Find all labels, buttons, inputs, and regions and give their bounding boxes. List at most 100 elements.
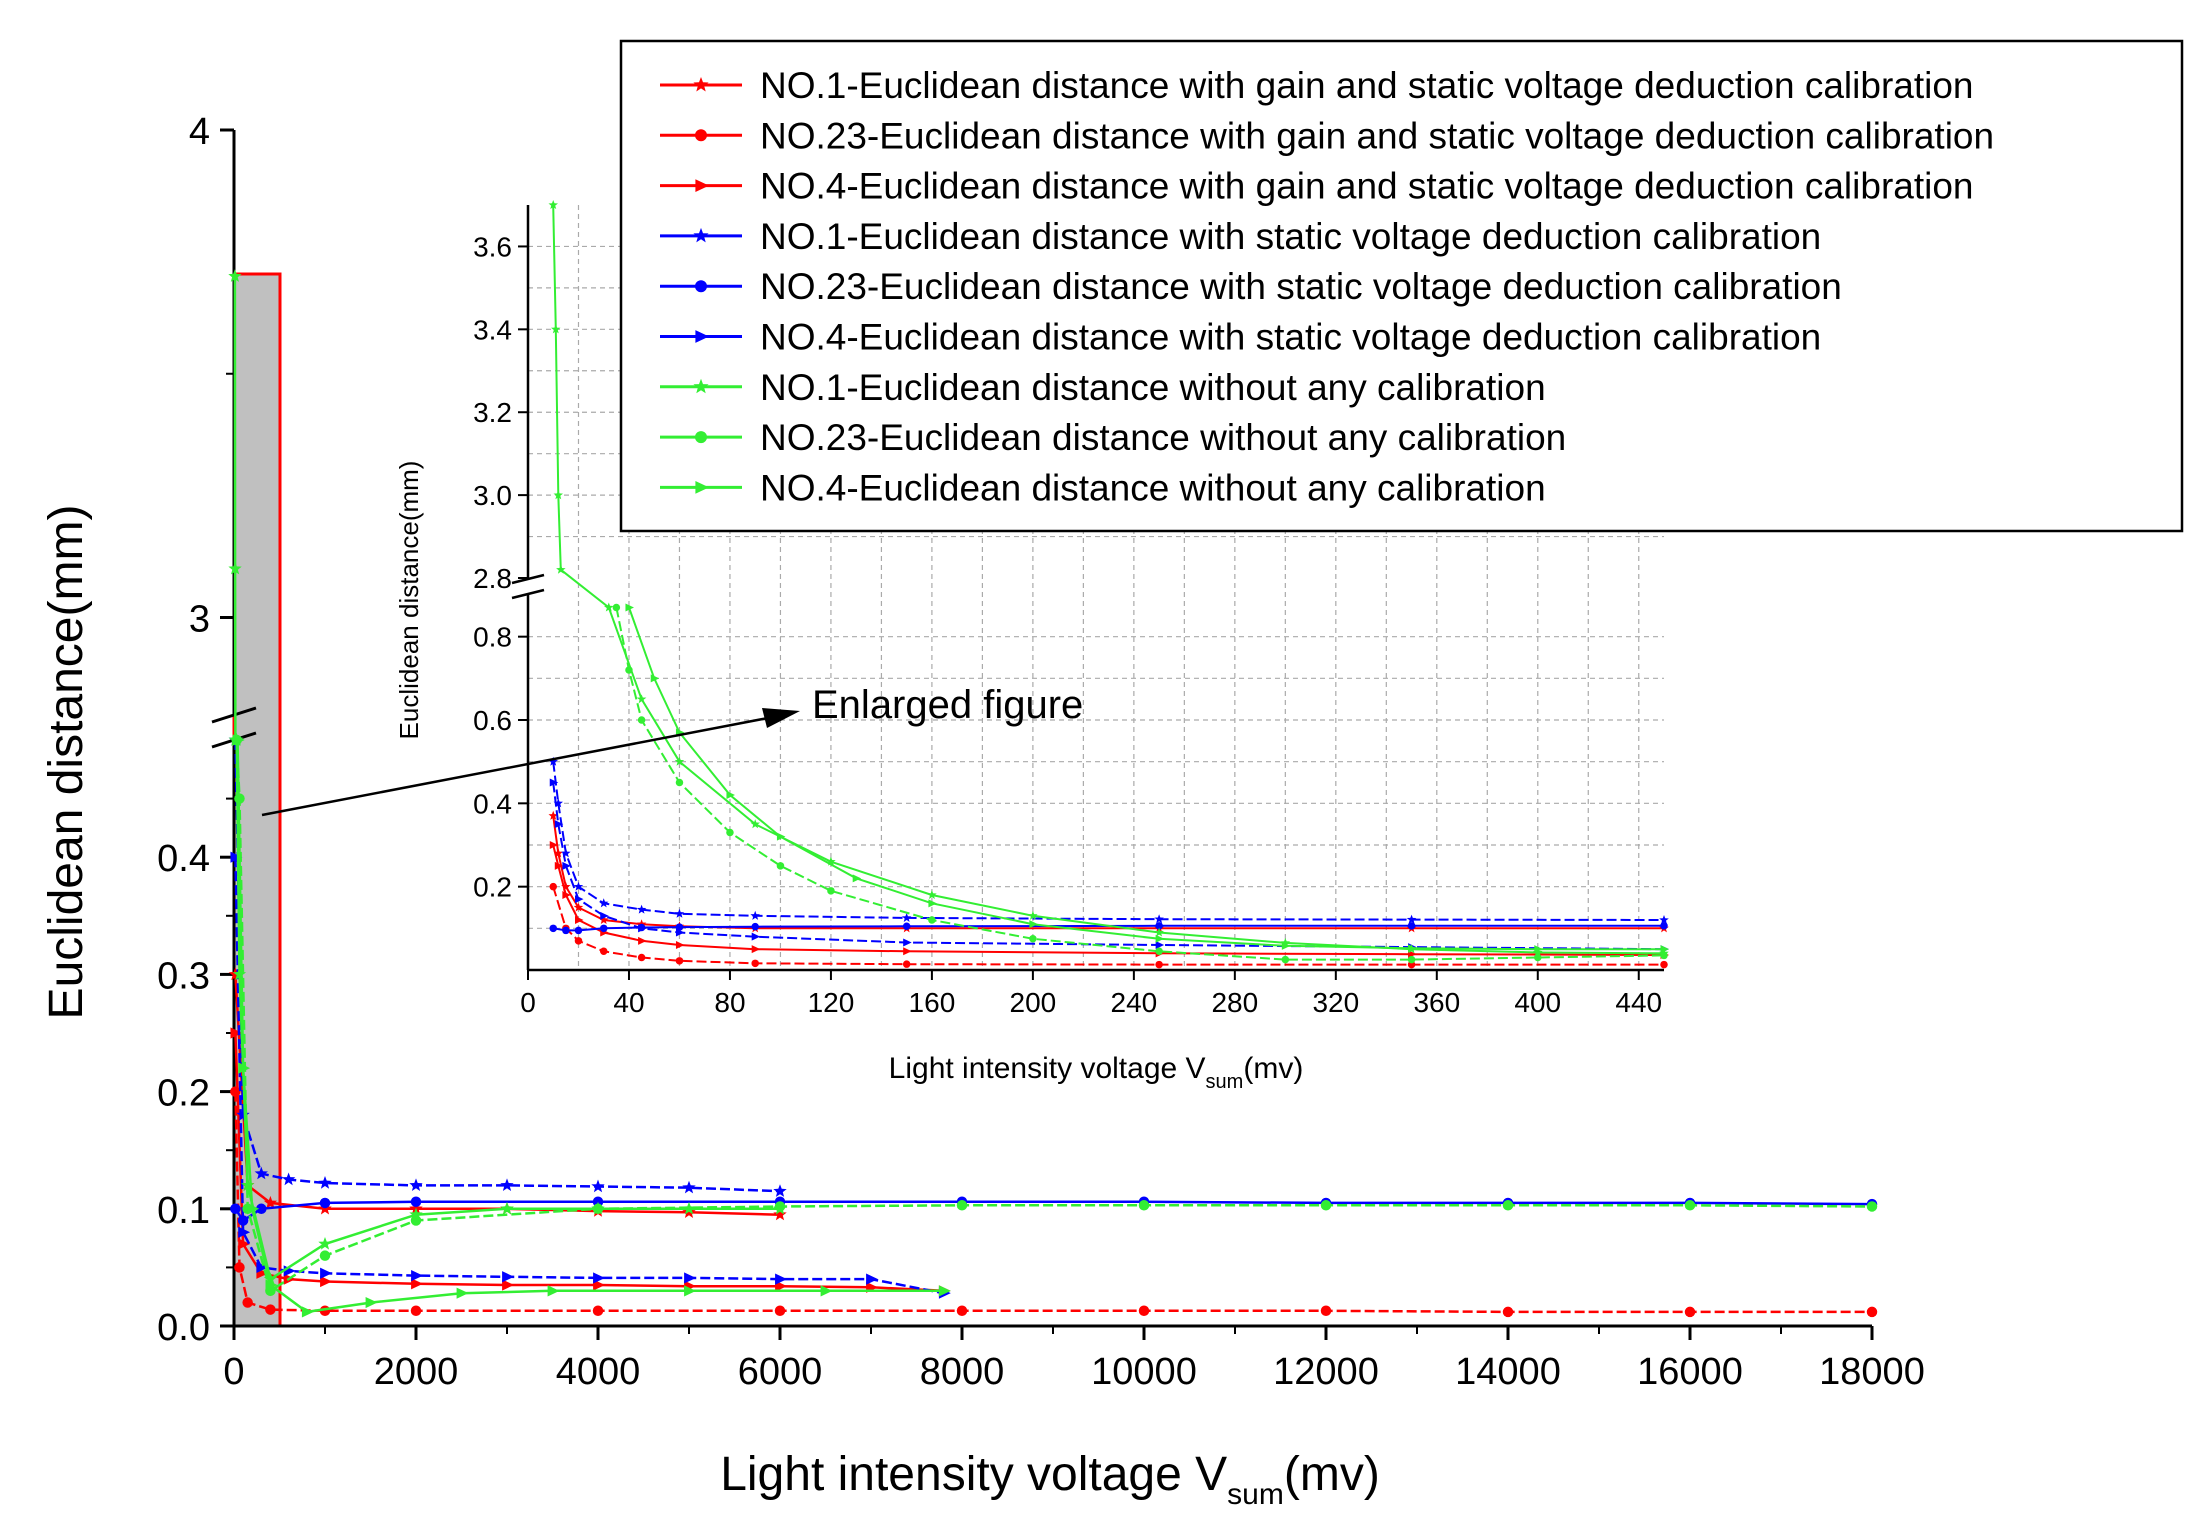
data-point: [573, 881, 584, 891]
data-point: [410, 1215, 422, 1226]
data-point: [625, 603, 634, 612]
data-point: [561, 848, 571, 858]
data-point: [637, 953, 646, 962]
inset-x-tick-label: 280: [1211, 987, 1258, 1018]
x-tick-label: 10000: [1091, 1351, 1197, 1393]
data-point: [902, 922, 911, 930]
data-point: [1407, 922, 1416, 930]
series-line: [615, 607, 1665, 961]
data-point: [684, 1272, 696, 1284]
data-point: [228, 269, 242, 282]
series-line: [552, 815, 1664, 930]
data-point: [502, 1271, 514, 1283]
x-tick-label: 6000: [738, 1351, 823, 1393]
data-point: [1534, 953, 1542, 962]
inset-x-tick-label: 400: [1514, 987, 1561, 1018]
inset-x-tick-label: 40: [613, 987, 644, 1018]
legend-label: NO.4-Euclidean distance with gain and st…: [760, 166, 1974, 207]
inset-x-axis-label: Light intensity voltage Vsum(mv): [889, 1052, 1304, 1093]
data-point: [726, 828, 734, 837]
data-point: [263, 1272, 278, 1285]
inset-y-tick-label: 0.2: [473, 872, 512, 903]
data-point: [592, 1305, 604, 1317]
data-point: [1502, 1306, 1514, 1318]
data-point: [1533, 947, 1543, 957]
data-point: [1684, 1306, 1696, 1318]
data-point: [238, 1226, 251, 1238]
data-point: [548, 756, 558, 766]
series-line: [234, 739, 781, 1193]
data-point: [230, 1203, 241, 1215]
series-line: [235, 739, 1873, 1293]
inset-y-tick-label: 2.8: [473, 563, 512, 594]
data-point: [365, 1296, 378, 1309]
data-point: [247, 1203, 260, 1215]
data-point: [775, 1280, 787, 1292]
data-point: [773, 1184, 787, 1197]
data-point: [593, 1272, 605, 1284]
x-tick-label: 8000: [920, 1351, 1005, 1393]
data-point: [1155, 960, 1163, 969]
data-point: [637, 716, 646, 724]
data-point: [574, 926, 583, 935]
series-line: [552, 761, 1665, 921]
x-tick-label: 12000: [1273, 1351, 1379, 1393]
data-point: [593, 1279, 605, 1291]
data-point: [1684, 1200, 1696, 1211]
data-point: [1155, 941, 1165, 949]
legend-marker: [695, 280, 707, 293]
series-line: [234, 857, 945, 1295]
enlarged-figure-annotation: Enlarged figure: [261, 683, 1083, 817]
series-line: [552, 886, 1664, 966]
data-point: [232, 734, 245, 746]
data-point: [675, 778, 684, 787]
data-point: [553, 848, 563, 858]
data-point: [1659, 915, 1669, 924]
data-point: [1866, 1201, 1878, 1212]
data-point: [599, 915, 609, 924]
data-point: [774, 1305, 786, 1317]
data-point: [636, 694, 647, 704]
data-point: [901, 912, 912, 922]
data-point: [456, 1287, 469, 1299]
data-point: [409, 1207, 423, 1221]
annotation-arrow-line: [261, 716, 769, 817]
data-point: [675, 957, 684, 965]
data-point: [638, 924, 647, 933]
inset-axis-break-mark: [511, 588, 545, 600]
data-point: [1029, 935, 1037, 943]
data-point: [636, 904, 647, 914]
data-point: [1320, 1200, 1332, 1211]
inset-y-axis-label: Euclidean distance(mm): [394, 461, 424, 740]
data-point: [903, 947, 912, 956]
data-point: [554, 861, 564, 870]
data-point: [411, 1278, 423, 1290]
data-point: [553, 798, 563, 808]
data-point: [773, 1207, 787, 1221]
data-point: [776, 832, 786, 841]
data-point: [956, 1200, 968, 1211]
inset-x-tick-label: 80: [714, 987, 745, 1018]
data-point: [1502, 1200, 1514, 1211]
data-point: [604, 602, 614, 612]
data-point: [500, 1178, 514, 1191]
y-tick-label: 0.0: [157, 1307, 210, 1349]
legend-marker: [695, 330, 709, 343]
data-point: [625, 666, 633, 674]
data-point: [553, 490, 563, 500]
series-line: [552, 782, 1665, 951]
inset-y-tick-label: 0.8: [473, 622, 512, 653]
inset-x-tick-label: 240: [1111, 987, 1158, 1018]
legend-label: NO.23-Euclidean distance with gain and s…: [760, 115, 1994, 156]
data-point: [827, 887, 835, 895]
data-point: [675, 923, 684, 931]
data-point: [638, 936, 647, 945]
data-point: [599, 898, 609, 908]
data-point: [254, 1166, 268, 1180]
data-point: [612, 603, 621, 612]
legend-marker: [695, 481, 709, 494]
series-line: [234, 974, 781, 1216]
data-point: [265, 1279, 278, 1291]
data-point: [928, 899, 937, 908]
